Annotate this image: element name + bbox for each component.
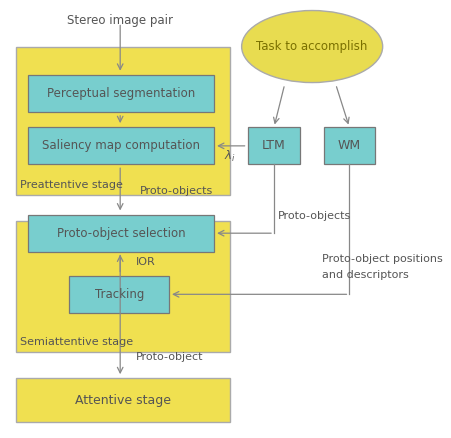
Text: Proto-object selection: Proto-object selection [57, 227, 185, 240]
Text: $\lambda_i$: $\lambda_i$ [224, 149, 236, 164]
Text: Perceptual segmentation: Perceptual segmentation [47, 87, 195, 100]
FancyBboxPatch shape [248, 127, 300, 164]
FancyBboxPatch shape [324, 127, 375, 164]
Text: WM: WM [338, 139, 361, 152]
Text: IOR: IOR [136, 257, 156, 267]
FancyBboxPatch shape [16, 378, 230, 422]
FancyBboxPatch shape [28, 215, 214, 252]
FancyBboxPatch shape [16, 221, 230, 352]
Text: and descriptors: and descriptors [322, 270, 409, 280]
FancyBboxPatch shape [28, 127, 214, 164]
Text: Stereo image pair: Stereo image pair [67, 14, 173, 27]
Text: Task to accomplish: Task to accomplish [257, 40, 368, 53]
Text: Proto-object: Proto-object [136, 353, 203, 362]
FancyBboxPatch shape [28, 75, 214, 112]
Text: Semiattentive stage: Semiattentive stage [20, 337, 133, 347]
Ellipse shape [242, 11, 383, 82]
Text: Tracking: Tracking [95, 288, 144, 301]
Text: LTM: LTM [262, 139, 286, 152]
Text: Saliency map computation: Saliency map computation [42, 139, 200, 152]
Text: Preattentive stage: Preattentive stage [20, 180, 123, 190]
FancyBboxPatch shape [69, 276, 169, 313]
Text: Attentive stage: Attentive stage [75, 394, 171, 407]
FancyBboxPatch shape [16, 46, 230, 195]
Text: Proto-objects: Proto-objects [278, 211, 351, 221]
Text: Proto-objects: Proto-objects [140, 186, 213, 196]
Text: Proto-object positions: Proto-object positions [322, 254, 443, 265]
